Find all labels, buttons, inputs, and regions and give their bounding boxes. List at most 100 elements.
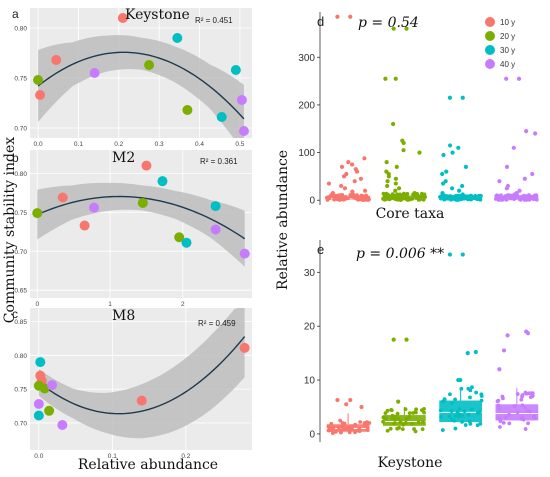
y-tick-label: 0.70 bbox=[14, 249, 27, 256]
scatter-point bbox=[32, 208, 43, 219]
jitter-point bbox=[442, 197, 447, 202]
outlier-point bbox=[460, 192, 465, 197]
outlier-point bbox=[505, 333, 510, 338]
outlier-point bbox=[456, 377, 461, 383]
jitter-point bbox=[367, 421, 372, 425]
panel-b-letter: b bbox=[12, 151, 19, 165]
outlier-point bbox=[456, 188, 462, 193]
outlier-point bbox=[394, 164, 399, 169]
jitter-point bbox=[503, 415, 508, 420]
outlier-point bbox=[335, 397, 340, 403]
jitter-point bbox=[445, 196, 450, 201]
jitter-point bbox=[330, 431, 335, 435]
left-x-axis-label: Relative abundance bbox=[78, 457, 218, 473]
outlier-point bbox=[348, 397, 353, 403]
scatter-point bbox=[141, 160, 152, 171]
jitter-point bbox=[475, 411, 480, 415]
outlier-point bbox=[396, 186, 402, 191]
outlier-point bbox=[393, 181, 398, 186]
outlier-point bbox=[440, 190, 445, 196]
jitter-point bbox=[466, 413, 471, 417]
outlier-point bbox=[339, 183, 344, 189]
jitter-point bbox=[520, 403, 525, 408]
scatter-point bbox=[157, 176, 168, 187]
jitter-point bbox=[501, 396, 505, 401]
jitter-point bbox=[533, 416, 537, 420]
panel-a-letter: a bbox=[12, 7, 19, 21]
outlier-point bbox=[497, 367, 502, 372]
jitter-point bbox=[421, 419, 425, 424]
jitter-point bbox=[439, 415, 444, 419]
panel-c-r2: R² = 0.459 bbox=[198, 319, 236, 328]
panel-a: 0.70 0.75 0.80 0.0 0.1 0.2 0.3 0.4 0.5 bbox=[14, 8, 252, 148]
outlier-point bbox=[516, 76, 522, 81]
confidence-band bbox=[38, 35, 244, 138]
outlier-point bbox=[530, 171, 535, 177]
scatter-point bbox=[89, 68, 100, 78]
legend-swatch bbox=[485, 45, 495, 55]
jitter-point bbox=[327, 425, 332, 430]
outlier-point bbox=[393, 76, 398, 81]
panel-c-title: M8 bbox=[112, 308, 135, 324]
outlier-point bbox=[384, 160, 389, 165]
jitter-point bbox=[479, 398, 484, 403]
x-tick-label: 0.5 bbox=[235, 141, 244, 148]
outlier-point bbox=[348, 14, 353, 19]
y-tick-label: 0.75 bbox=[14, 210, 27, 217]
jitter-point bbox=[325, 196, 330, 200]
jitter-point bbox=[527, 193, 531, 197]
jitter-point bbox=[388, 426, 393, 431]
scatter-point bbox=[47, 380, 58, 391]
legend-swatch bbox=[485, 17, 495, 27]
panel-e: 0 10 20 30 bbox=[304, 240, 539, 442]
outlier-point bbox=[404, 337, 409, 342]
jitter-point bbox=[498, 196, 503, 200]
jitter-point bbox=[534, 197, 539, 202]
jitter-point bbox=[407, 411, 412, 416]
jitter-point bbox=[381, 191, 386, 196]
fit-curve bbox=[37, 195, 246, 240]
jitter-point bbox=[385, 408, 390, 413]
jitter-point bbox=[422, 193, 427, 198]
scatter-point bbox=[239, 342, 250, 353]
jitter-point bbox=[416, 420, 421, 424]
outlier-point bbox=[383, 76, 388, 81]
jitter-point bbox=[523, 427, 528, 431]
jitter-point bbox=[477, 194, 482, 199]
outlier-point bbox=[391, 337, 396, 342]
jitter-point bbox=[496, 403, 501, 408]
jitter-point bbox=[450, 401, 454, 406]
x-tick-label: 0.0 bbox=[34, 453, 43, 460]
outlier-point bbox=[504, 76, 509, 81]
jitter-point bbox=[390, 413, 395, 418]
jitter-point bbox=[479, 392, 484, 397]
jitter-point bbox=[521, 417, 526, 422]
x-tick-label: 0.2 bbox=[181, 453, 190, 460]
outlier-point bbox=[441, 181, 446, 186]
panel-a-title: Keystone bbox=[125, 7, 190, 23]
jitter-point bbox=[447, 414, 452, 419]
jitter-point bbox=[507, 412, 511, 417]
legend-swatch bbox=[485, 31, 495, 41]
jitter-point bbox=[456, 193, 461, 198]
jitter-point bbox=[346, 426, 351, 431]
jitter-point bbox=[385, 428, 390, 433]
jitter-point bbox=[438, 408, 443, 413]
jitter-point bbox=[515, 410, 520, 415]
y-tick-label: 300 bbox=[298, 53, 315, 64]
jitter-point bbox=[459, 386, 464, 391]
jitter-point bbox=[422, 406, 426, 411]
jitter-point bbox=[333, 429, 338, 434]
outlier-point bbox=[456, 145, 461, 150]
scatter-point bbox=[33, 410, 44, 421]
outlier-point bbox=[352, 179, 357, 184]
outlier-point bbox=[460, 95, 465, 100]
jitter-point bbox=[404, 192, 409, 197]
outlier-point bbox=[330, 190, 335, 196]
outlier-point bbox=[390, 121, 396, 127]
y-tick-label: 20 bbox=[304, 322, 316, 333]
jitter-point bbox=[389, 408, 394, 413]
outlier-point bbox=[524, 129, 529, 134]
panel-d: 0 100 200 300 bbox=[298, 12, 539, 207]
panel-d-p-value: p = 0.54 bbox=[358, 15, 419, 31]
